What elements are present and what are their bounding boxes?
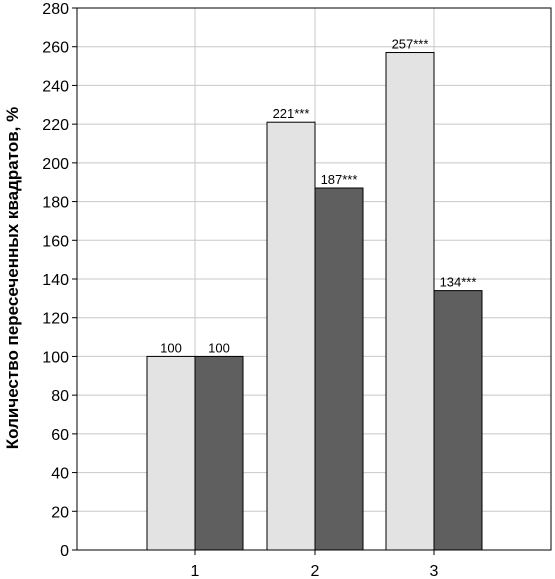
y-tick-label: 220 <box>42 117 69 134</box>
x-tick-label: 1 <box>191 563 200 579</box>
y-tick-label: 260 <box>42 40 69 57</box>
bar-value-labels: 100 221*** 257*** 100 187*** 134*** <box>160 37 476 356</box>
y-tick-label: 160 <box>42 233 69 250</box>
bar-value-label: 100 <box>208 340 230 355</box>
y-axis-ticks: 0 20 40 60 80 100 120 140 160 180 200 220 240 260 280 <box>42 1 77 560</box>
bar-series-1-category-3 <box>385 52 435 551</box>
bar-value-label: 257*** <box>392 37 429 52</box>
y-tick-label: 100 <box>42 349 69 366</box>
y-tick-label: 0 <box>60 543 69 560</box>
bar-series-2-category-1 <box>194 355 244 551</box>
y-tick-label: 80 <box>51 388 69 405</box>
y-tick-label: 200 <box>42 156 69 173</box>
y-tick-label: 140 <box>42 272 69 289</box>
y-tick-label: 240 <box>42 78 69 95</box>
bar-series-2-category-2 <box>314 187 364 551</box>
y-tick-label: 120 <box>42 311 69 328</box>
bars <box>146 52 483 551</box>
bar-series-1-category-2 <box>266 121 316 551</box>
bar-value-label: 187*** <box>321 172 358 187</box>
bar-series-1-category-1 <box>146 355 196 551</box>
y-tick-label: 40 <box>51 466 69 483</box>
x-axis-ticks: 1 2 3 <box>191 550 439 579</box>
bar-value-label: 134*** <box>440 275 477 290</box>
bar-value-label: 100 <box>160 340 182 355</box>
bar-series-2-category-3 <box>433 290 483 551</box>
y-tick-label: 20 <box>51 504 69 521</box>
x-tick-label: 2 <box>311 563 320 579</box>
x-tick-label: 3 <box>430 563 439 579</box>
y-tick-label: 60 <box>51 427 69 444</box>
bar-value-label: 221*** <box>273 106 310 121</box>
y-tick-label: 180 <box>42 195 69 212</box>
y-tick-label: 280 <box>42 1 69 18</box>
y-axis-title: Количество пересеченных квадратов, % <box>3 107 22 450</box>
